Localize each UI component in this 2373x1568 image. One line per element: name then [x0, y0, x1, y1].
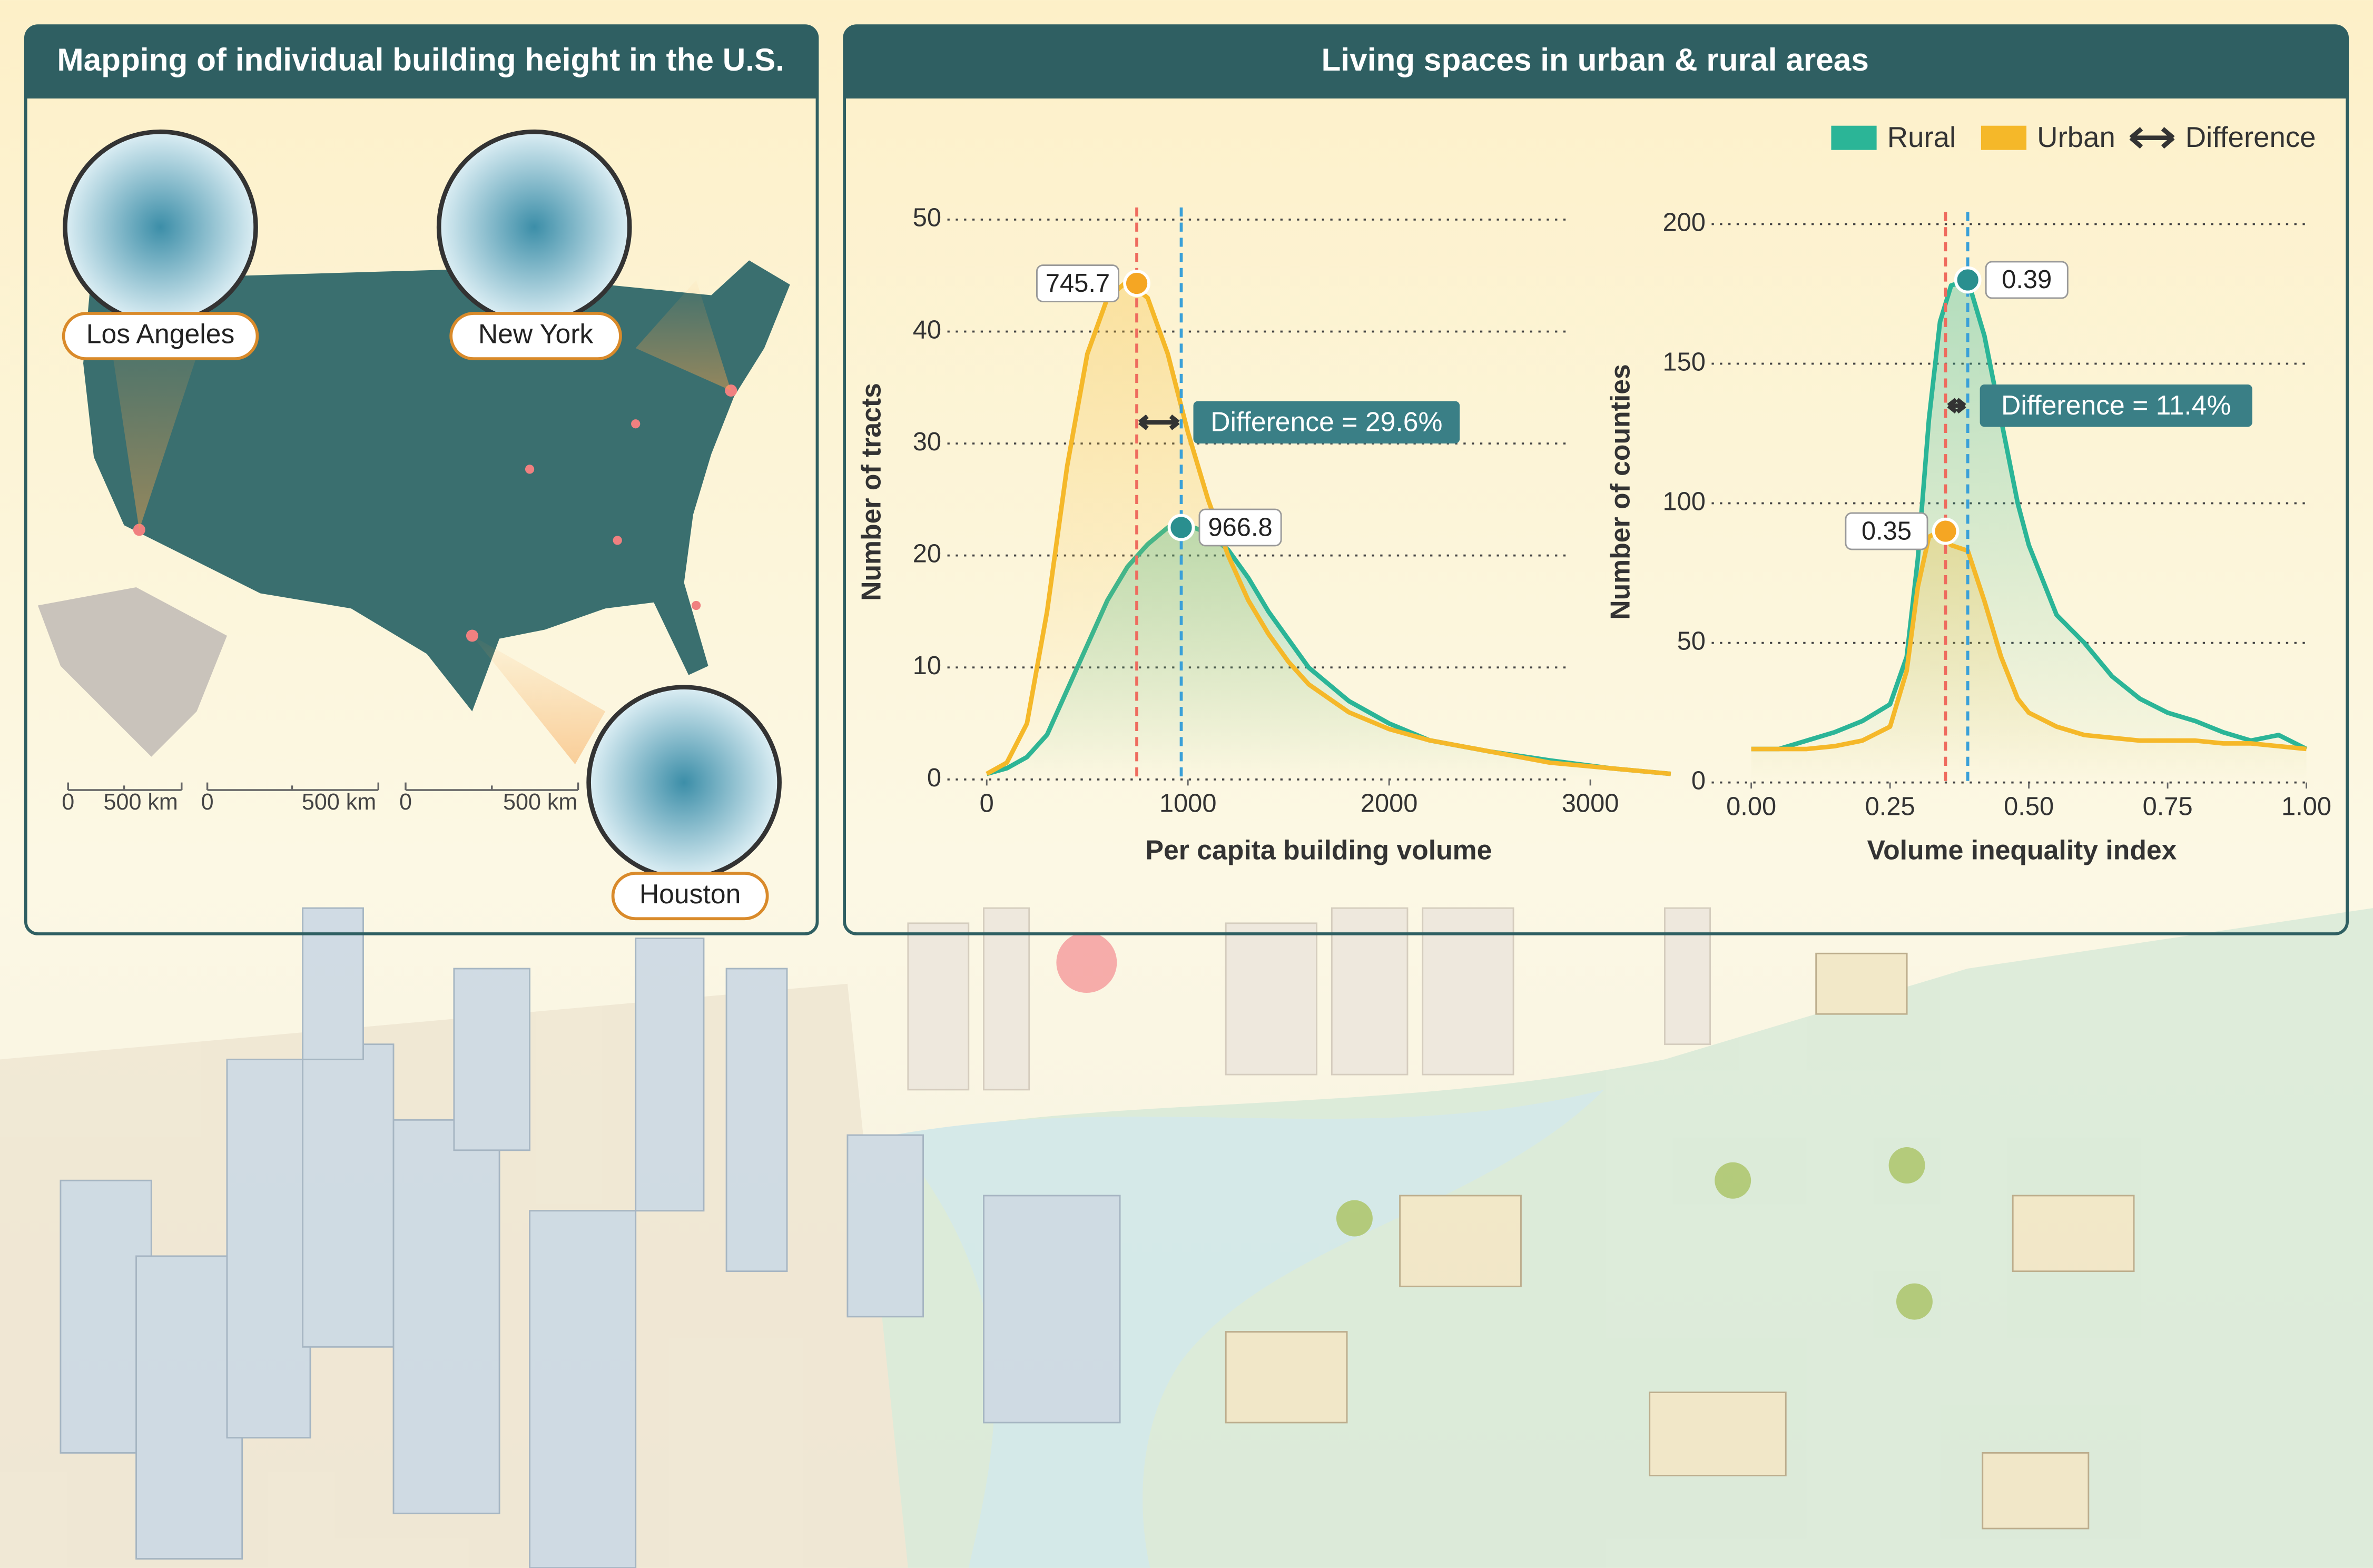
callout-beam: [635, 280, 731, 391]
y-axis-title: Number of counties: [1605, 364, 1636, 619]
scale-label: 0: [62, 790, 74, 815]
chart: 0 50 100 150 200 0.00 0.25 0.50 0.75 1.00 Volume i…: [1605, 208, 2332, 865]
x-tick-label: 0.25: [1865, 792, 1915, 821]
x-tick-label: 1.00: [2281, 792, 2331, 821]
y-tick-label: 200: [1663, 208, 1706, 236]
legend-swatch: [1981, 125, 2027, 150]
annotation-box: [1980, 384, 2252, 427]
legend-swatch: [1831, 125, 1877, 150]
callout-beam: [106, 310, 212, 530]
chart: 0 10 20 30 40 50 0 1000 2000 3000 Per capita build…: [855, 204, 1671, 865]
city-pill: [611, 872, 769, 921]
x-tick-label: 0.75: [2143, 792, 2193, 821]
panel-header: [25, 26, 818, 98]
y-tick-label: 10: [913, 652, 941, 680]
y-tick-label: 0: [927, 764, 941, 792]
city-label: New York: [478, 319, 594, 349]
y-tick-label: 150: [1663, 348, 1706, 376]
peak-label-box: [1985, 261, 2069, 299]
panel-header: [844, 26, 2348, 98]
city-pill: [449, 312, 622, 361]
peak-label-box: [1845, 512, 1928, 550]
y-tick-label: 50: [913, 204, 941, 232]
city-pill: [62, 312, 259, 361]
annotation-box: [1193, 401, 1460, 444]
area: [1751, 280, 2307, 783]
scale-label: 500 km: [302, 790, 376, 815]
peak-marker: [1167, 514, 1195, 541]
peak-label: 745.7: [1046, 269, 1110, 298]
y-tick-label: 100: [1663, 487, 1706, 516]
city-label: Los Angeles: [86, 319, 235, 349]
y-tick-label: 0: [1691, 767, 1706, 795]
x-tick-label: 1000: [1159, 790, 1217, 818]
area: [987, 281, 1671, 780]
peak-label: 966.8: [1208, 513, 1272, 541]
city-inset: [586, 685, 782, 880]
legend-label: Difference: [2185, 121, 2316, 153]
peak-label: 0.35: [1862, 517, 1912, 545]
charts-panel: Living spaces in urban & rural areas Rur…: [843, 24, 2349, 935]
area: [1751, 531, 2307, 783]
annotation: Difference = 11.4%: [2001, 390, 2231, 420]
legend-label: Rural: [1887, 121, 1956, 153]
y-tick-label: 30: [913, 428, 941, 456]
callout-beam: [472, 635, 606, 765]
scale-bars: [67, 782, 579, 791]
scale-label: 500 km: [503, 790, 577, 815]
city-inset: [436, 129, 632, 325]
peak-marker: [1932, 517, 1960, 545]
city-label: Houston: [639, 879, 741, 909]
peak-label-box: [1036, 264, 1120, 302]
line: [1751, 278, 2308, 752]
x-tick-label: 3000: [1562, 790, 1619, 818]
legend-arrow: [2129, 127, 2175, 149]
panel-title: Living spaces in urban & rural areas: [1322, 42, 1869, 77]
legend-label: Urban: [2037, 121, 2115, 153]
peak-label: 0.39: [2002, 265, 2052, 294]
peak-marker: [1954, 266, 1982, 294]
x-tick-label: 0.50: [2004, 792, 2054, 821]
line: [1751, 529, 2307, 752]
y-axis-title: Number of tracts: [855, 383, 886, 601]
x-tick-label: 0.00: [1726, 792, 1776, 821]
peak-marker: [1123, 270, 1150, 297]
scale-label: 0: [399, 790, 412, 815]
peak-label-box: [1198, 508, 1282, 547]
alaska: [37, 587, 227, 757]
us-map: [83, 260, 790, 712]
difference-arrow: [1138, 414, 1180, 430]
city-inset: [63, 129, 258, 325]
x-tick-label: 0: [980, 790, 994, 818]
difference-arrow: [1947, 398, 1966, 414]
x-tick-label: 2000: [1361, 790, 1418, 818]
y-tick-label: 40: [913, 315, 941, 344]
annotation: Difference = 29.6%: [1210, 406, 1442, 437]
y-tick-label: 20: [913, 540, 941, 568]
scale-label: 0: [201, 790, 214, 815]
scale-label: 500 km: [104, 790, 178, 815]
map-panel: Mapping of individual building height in…: [24, 24, 819, 935]
x-axis-title: Volume inequality index: [1867, 834, 2177, 865]
x-axis-title: Per capita building volume: [1146, 834, 1492, 865]
city-illustration: [0, 907, 2373, 1568]
y-tick-label: 50: [1677, 627, 1706, 655]
panel-title: Mapping of individual building height in…: [57, 42, 784, 77]
